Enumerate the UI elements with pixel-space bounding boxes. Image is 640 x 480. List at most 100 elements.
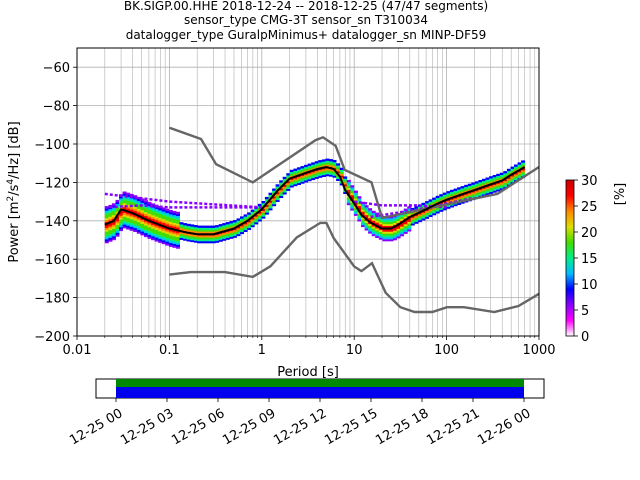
density-cell bbox=[190, 230, 195, 233]
y-tick-label: −100 bbox=[34, 138, 70, 153]
density-cell bbox=[264, 208, 269, 211]
density-cell bbox=[510, 170, 515, 173]
density-cell bbox=[119, 198, 123, 201]
density-cell bbox=[410, 219, 415, 222]
density-cell bbox=[514, 164, 518, 167]
density-cell bbox=[204, 235, 209, 238]
density-cell bbox=[264, 210, 269, 213]
density-cell bbox=[158, 221, 163, 224]
density-cell bbox=[499, 172, 504, 175]
density-cell bbox=[389, 235, 394, 238]
density-cell bbox=[158, 234, 163, 238]
density-cell bbox=[247, 222, 252, 225]
density-cell bbox=[279, 189, 284, 193]
density-cell bbox=[289, 171, 294, 175]
density-cell bbox=[361, 207, 365, 210]
density-cell bbox=[503, 171, 508, 174]
density-cell bbox=[521, 173, 526, 177]
density-cell bbox=[204, 225, 209, 228]
density-cell bbox=[126, 206, 131, 209]
density-cell bbox=[289, 173, 294, 176]
density-cell bbox=[428, 214, 433, 217]
density-cell bbox=[168, 244, 173, 247]
density-cell bbox=[232, 233, 237, 236]
density-cell bbox=[482, 190, 486, 193]
density-cell bbox=[311, 172, 316, 175]
density-cell bbox=[147, 211, 152, 214]
density-cell bbox=[218, 224, 223, 227]
density-cell bbox=[336, 163, 341, 166]
density-cell bbox=[325, 174, 330, 177]
density-cell bbox=[407, 206, 412, 209]
x-tick-label: 1000 bbox=[522, 343, 555, 358]
density-cell bbox=[297, 171, 301, 174]
density-cell bbox=[172, 241, 177, 244]
density-cell bbox=[122, 203, 127, 206]
density-cell bbox=[336, 176, 341, 179]
density-cell bbox=[400, 222, 405, 225]
density-cell bbox=[225, 237, 230, 240]
density-cell bbox=[421, 206, 426, 209]
density-cell bbox=[410, 211, 415, 214]
density-cell bbox=[293, 174, 298, 177]
density-cell bbox=[514, 177, 518, 181]
density-cell bbox=[410, 217, 415, 220]
density-cell bbox=[119, 213, 123, 216]
density-cell bbox=[126, 217, 131, 220]
density-cell bbox=[151, 226, 156, 229]
density-cell bbox=[393, 218, 397, 222]
density-cell bbox=[307, 178, 312, 182]
density-cell bbox=[172, 243, 177, 246]
density-cell bbox=[425, 205, 430, 208]
x-tick-label: 10 bbox=[346, 343, 363, 358]
density-cell bbox=[364, 205, 369, 208]
density-cell bbox=[514, 168, 518, 171]
density-cell bbox=[510, 166, 515, 169]
density-cell bbox=[293, 178, 298, 181]
y-tick-label: −140 bbox=[34, 215, 70, 230]
density-cell bbox=[464, 186, 469, 190]
density-cell bbox=[147, 221, 152, 224]
density-cell bbox=[197, 241, 202, 244]
density-cell bbox=[464, 188, 469, 191]
density-cell bbox=[385, 231, 390, 234]
density-cell bbox=[375, 233, 380, 236]
density-cell bbox=[254, 208, 259, 211]
density-cell bbox=[435, 197, 440, 201]
density-cell bbox=[144, 223, 148, 226]
density-cell bbox=[144, 232, 148, 236]
density-cell bbox=[375, 231, 380, 235]
density-cell bbox=[382, 219, 387, 223]
density-cell bbox=[129, 215, 134, 218]
density-cell bbox=[343, 191, 348, 194]
density-cell bbox=[403, 231, 408, 234]
density-cell bbox=[151, 214, 156, 218]
density-cell bbox=[350, 191, 355, 194]
density-cell bbox=[111, 228, 116, 231]
density-cell bbox=[254, 218, 259, 221]
colorbar-tick-label: 30 bbox=[581, 174, 598, 189]
colorbar-gradient bbox=[565, 179, 575, 337]
density-cell bbox=[453, 194, 458, 197]
time-tick-label: 12-25 15 bbox=[322, 406, 380, 448]
density-cell bbox=[421, 218, 426, 221]
density-cell bbox=[364, 212, 369, 216]
density-cell bbox=[439, 196, 444, 199]
density-cell bbox=[506, 182, 511, 185]
density-cell bbox=[321, 161, 326, 164]
density-cell bbox=[442, 194, 447, 197]
density-cell bbox=[346, 187, 351, 190]
density-cell bbox=[115, 211, 120, 214]
density-cell bbox=[154, 206, 159, 209]
density-cell bbox=[510, 178, 515, 181]
density-cell bbox=[396, 220, 401, 223]
density-cell bbox=[318, 164, 323, 167]
density-cell bbox=[261, 214, 266, 217]
density-cell bbox=[339, 169, 344, 172]
density-cell bbox=[122, 195, 127, 198]
density-cell bbox=[521, 164, 526, 167]
density-cell bbox=[275, 186, 280, 189]
density-cell bbox=[432, 201, 437, 204]
density-cell bbox=[165, 214, 170, 217]
density-cell bbox=[215, 230, 220, 234]
